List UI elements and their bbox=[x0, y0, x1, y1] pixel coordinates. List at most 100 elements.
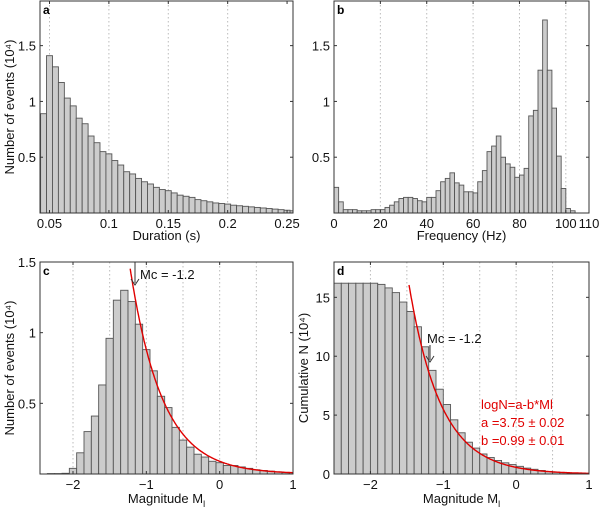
x-tick-label: 110 bbox=[579, 216, 600, 231]
gutenberg-richter-fit-line bbox=[408, 284, 589, 474]
histogram-bar bbox=[186, 446, 195, 475]
histogram-bar bbox=[129, 173, 137, 214]
panel-a: 0.05 0.1 0.15 0.2 0.25 0.5 1 1.5 a Duration (s) Nu… bbox=[2, 0, 300, 243]
histogram-bar bbox=[560, 188, 567, 214]
histogram-bar bbox=[206, 201, 214, 214]
histogram-bar bbox=[565, 208, 571, 214]
y-axis-label: Number of events (10⁴) bbox=[2, 40, 17, 175]
histogram-bar bbox=[454, 182, 460, 214]
gutenberg-richter-fit-line bbox=[129, 268, 293, 474]
y-tick-label: 0.5 bbox=[18, 150, 36, 165]
histogram-bar bbox=[546, 69, 553, 214]
histogram-bar bbox=[468, 191, 474, 214]
histogram-bar bbox=[379, 209, 386, 214]
x-tick-label: 0.1 bbox=[100, 216, 118, 231]
histogram-bar bbox=[200, 456, 210, 475]
histogram-bar bbox=[556, 155, 562, 214]
x-tick-label: −1 bbox=[436, 477, 451, 492]
histogram-bar bbox=[90, 415, 100, 475]
histogram-bar bbox=[98, 384, 107, 475]
histogram-bar bbox=[481, 170, 488, 214]
histogram-bar bbox=[156, 395, 166, 475]
histogram-bar bbox=[491, 145, 497, 214]
histogram-bar bbox=[370, 209, 377, 214]
x-axis-label-subscript: l bbox=[203, 499, 205, 509]
x-tick-label: −2 bbox=[66, 477, 81, 492]
mc-annotation: Mc = -1.2 bbox=[427, 331, 482, 346]
histogram-bar bbox=[52, 66, 59, 214]
histogram-bar bbox=[230, 204, 238, 214]
histogram-bar bbox=[176, 194, 184, 214]
x-tick-label: 20 bbox=[373, 216, 387, 231]
histogram-bar bbox=[182, 195, 190, 214]
histogram-bar bbox=[403, 196, 409, 214]
histogram-bar bbox=[87, 135, 95, 214]
histogram-bar bbox=[277, 209, 285, 214]
histogram-bar bbox=[333, 282, 342, 475]
histogram-bar bbox=[208, 460, 217, 475]
histogram-bar bbox=[417, 200, 423, 214]
x-axis-label-text: Duration (s) bbox=[133, 228, 201, 243]
mc-arrowhead-icon bbox=[130, 278, 140, 286]
y-axis-label: Cumulative N (10⁴) bbox=[296, 313, 311, 423]
histogram-bar bbox=[500, 156, 506, 214]
histogram-bar bbox=[141, 181, 148, 214]
x-tick-label: 100 bbox=[555, 216, 577, 231]
x-tick-label: 0 bbox=[330, 216, 337, 231]
x-axis-label: Magnitude Ml bbox=[423, 491, 500, 509]
y-tick-label: 0.5 bbox=[18, 396, 36, 411]
histogram-bar bbox=[111, 160, 119, 214]
histogram-bar bbox=[542, 19, 548, 214]
histogram-bar bbox=[164, 190, 172, 214]
histogram-bar bbox=[171, 426, 180, 475]
y-tick-label: 1 bbox=[323, 94, 330, 109]
histogram-bar bbox=[127, 301, 136, 475]
histogram-bar bbox=[134, 323, 144, 475]
histogram-bar bbox=[413, 326, 422, 475]
histogram-bar bbox=[435, 190, 442, 214]
histogram-bar bbox=[76, 452, 85, 475]
fit-equation-text: b =0.99 ± 0.01 bbox=[481, 433, 564, 448]
histogram-bar bbox=[200, 200, 208, 214]
histogram-bar bbox=[523, 167, 530, 214]
histogram-bar bbox=[265, 208, 273, 214]
histogram-bar bbox=[348, 282, 357, 475]
histogram-bar bbox=[105, 337, 114, 475]
axes-frame bbox=[39, 261, 294, 475]
x-tick-label: 0.25 bbox=[274, 216, 299, 231]
histogram-bar bbox=[449, 172, 455, 214]
x-tick-label: −2 bbox=[363, 477, 378, 492]
x-axis-label-text: Magnitude M bbox=[423, 491, 498, 506]
histogram-bar bbox=[458, 184, 465, 214]
histogram-bar bbox=[444, 177, 451, 214]
histogram-bar bbox=[426, 196, 432, 214]
histogram-bar bbox=[69, 105, 77, 214]
mc-annotation: Mc = -1.2 bbox=[140, 267, 195, 282]
histogram-bar bbox=[375, 209, 381, 214]
histogram-bar bbox=[377, 283, 386, 475]
panel-c: −2 −1 0 1 0.5 1 1.5 c Magnitude Ml Number of even… bbox=[2, 255, 297, 509]
x-tick-label: 1 bbox=[585, 477, 592, 492]
histogram-bar bbox=[472, 192, 479, 214]
histogram-bar bbox=[355, 282, 364, 475]
histogram-bar bbox=[399, 301, 408, 475]
histogram-bar bbox=[81, 123, 89, 214]
y-tick-label: 1.5 bbox=[18, 39, 36, 54]
x-tick-label: 40 bbox=[419, 216, 433, 231]
histogram-bar bbox=[222, 465, 232, 475]
histogram-bar bbox=[117, 164, 125, 214]
histogram-bar bbox=[428, 369, 437, 475]
histogram-bar bbox=[149, 370, 158, 475]
histogram-bar bbox=[421, 201, 428, 214]
axes-frame bbox=[333, 0, 590, 214]
histogram-bar bbox=[142, 349, 151, 475]
histogram-bar bbox=[505, 163, 511, 214]
panel-letter: d bbox=[337, 264, 344, 278]
histogram-bar bbox=[519, 174, 525, 214]
y-tick-label: 1.5 bbox=[312, 39, 330, 54]
y-tick-label: 10 bbox=[316, 349, 330, 364]
histogram-bar bbox=[486, 151, 493, 214]
x-axis-label-text: Magnitude M bbox=[128, 491, 203, 506]
histogram-bar bbox=[194, 199, 202, 214]
